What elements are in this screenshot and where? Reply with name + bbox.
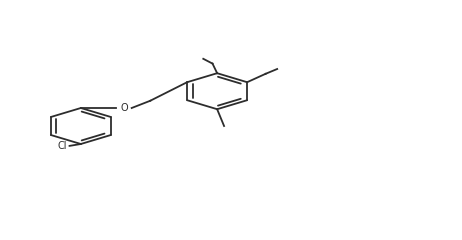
Text: Cl: Cl [58, 141, 67, 151]
Text: O: O [121, 103, 128, 113]
